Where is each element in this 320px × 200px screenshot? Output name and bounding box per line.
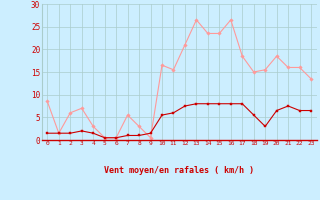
X-axis label: Vent moyen/en rafales ( km/h ): Vent moyen/en rafales ( km/h ) <box>104 166 254 175</box>
